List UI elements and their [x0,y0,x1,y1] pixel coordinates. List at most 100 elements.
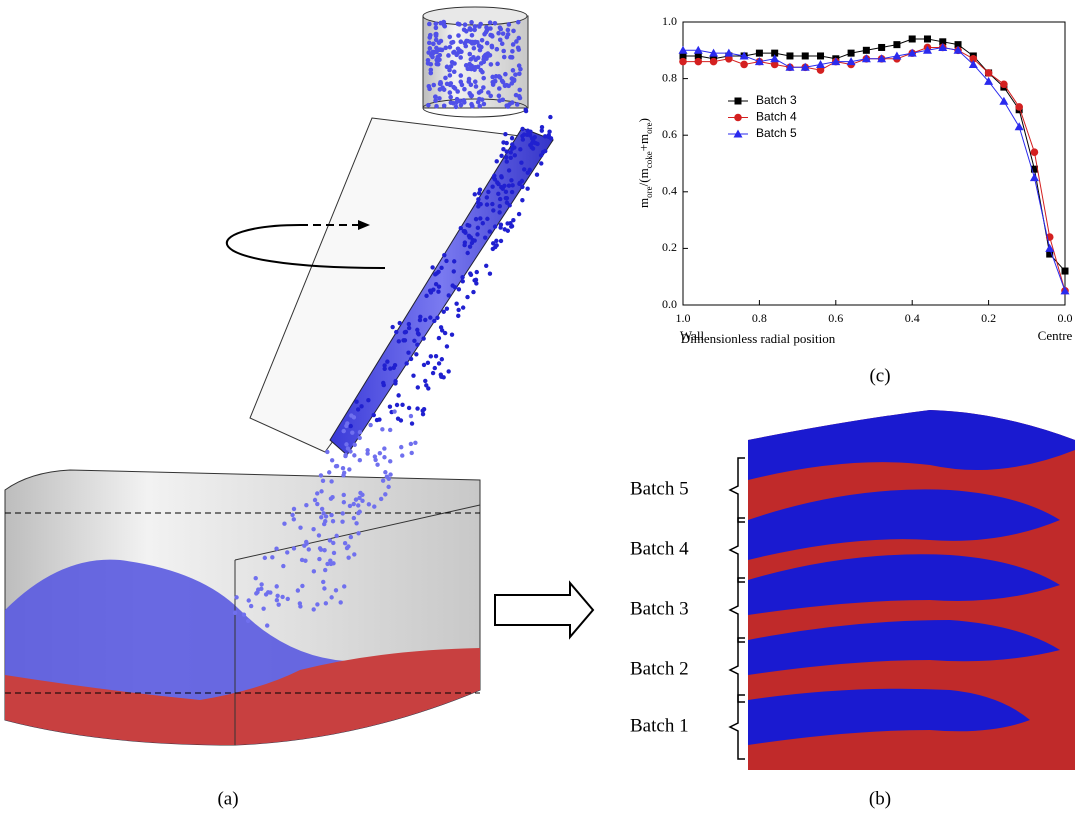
particle [498,26,504,32]
particle [519,160,524,165]
marker [1030,165,1038,173]
marker [1060,286,1070,295]
particle [381,380,386,386]
particle [315,602,320,607]
particle [509,223,515,229]
particle [382,366,387,371]
particle [348,423,353,429]
marker [786,52,794,60]
particle [501,48,507,54]
particle [499,174,504,179]
marker [907,48,917,57]
particle [424,293,429,299]
particle [479,44,484,50]
particle [444,344,450,349]
panel-label: (c) [869,365,890,386]
marker [923,35,931,43]
particle [448,64,454,69]
particle [436,289,441,294]
particle [415,327,420,333]
particle [510,48,515,54]
particle [428,61,434,67]
marker [1015,103,1023,111]
particle [341,428,346,434]
particle [356,531,361,536]
particle [437,87,443,92]
brace [728,577,745,643]
particle [539,161,544,166]
particle [456,313,461,319]
particle [547,129,552,134]
marker [724,48,734,57]
marker [693,45,703,54]
particle [342,584,347,589]
particle [387,404,393,409]
particle [458,225,463,231]
particle [487,20,493,25]
particle [509,135,515,141]
particle [406,405,412,411]
particle [330,495,335,500]
particle [499,78,505,84]
particle [516,35,522,41]
particle [492,20,498,26]
particle [442,252,447,258]
marker [954,41,962,49]
particle [383,492,388,497]
particle [490,74,495,80]
particle [491,175,497,181]
particle [295,588,301,593]
particle [424,383,429,388]
particle [263,592,269,597]
particle [458,73,464,78]
particle [472,79,478,85]
particle [347,467,352,472]
particle [474,269,479,275]
particle [472,24,478,29]
particle [427,86,432,92]
particle [431,41,436,47]
y-axis-label-part: +m [636,134,651,151]
particle [360,492,365,498]
particle [525,128,530,133]
particle [285,596,290,602]
y-tick-label: 0.0 [662,297,677,311]
particle [408,441,414,447]
particle [472,27,477,33]
marker [862,46,870,54]
particle [433,31,439,37]
particle [444,81,450,87]
particle [517,71,522,77]
particle [396,339,402,344]
particle [447,73,453,78]
batch-label: Batch 5 [630,478,689,499]
particle [521,132,527,137]
particle [451,69,457,75]
particle [493,74,499,79]
particle [421,406,427,412]
marker [679,52,687,60]
particle [245,618,251,624]
particle [455,46,461,52]
marker [709,57,718,66]
particle [395,416,401,421]
bed-ore [748,554,1060,615]
particle [477,24,482,29]
particle [433,25,439,31]
series-line [683,38,1066,272]
particle [382,446,387,451]
particle [504,200,510,205]
particle [520,184,525,190]
particle [447,44,453,50]
open-arrow [494,580,595,640]
particle [415,406,420,411]
particle [318,473,324,478]
particle [312,497,318,503]
particle [409,421,415,426]
particle [473,216,479,222]
particle [433,21,439,27]
particle [475,225,481,231]
particle [427,35,433,40]
marker [1014,122,1024,131]
particle [480,221,485,226]
